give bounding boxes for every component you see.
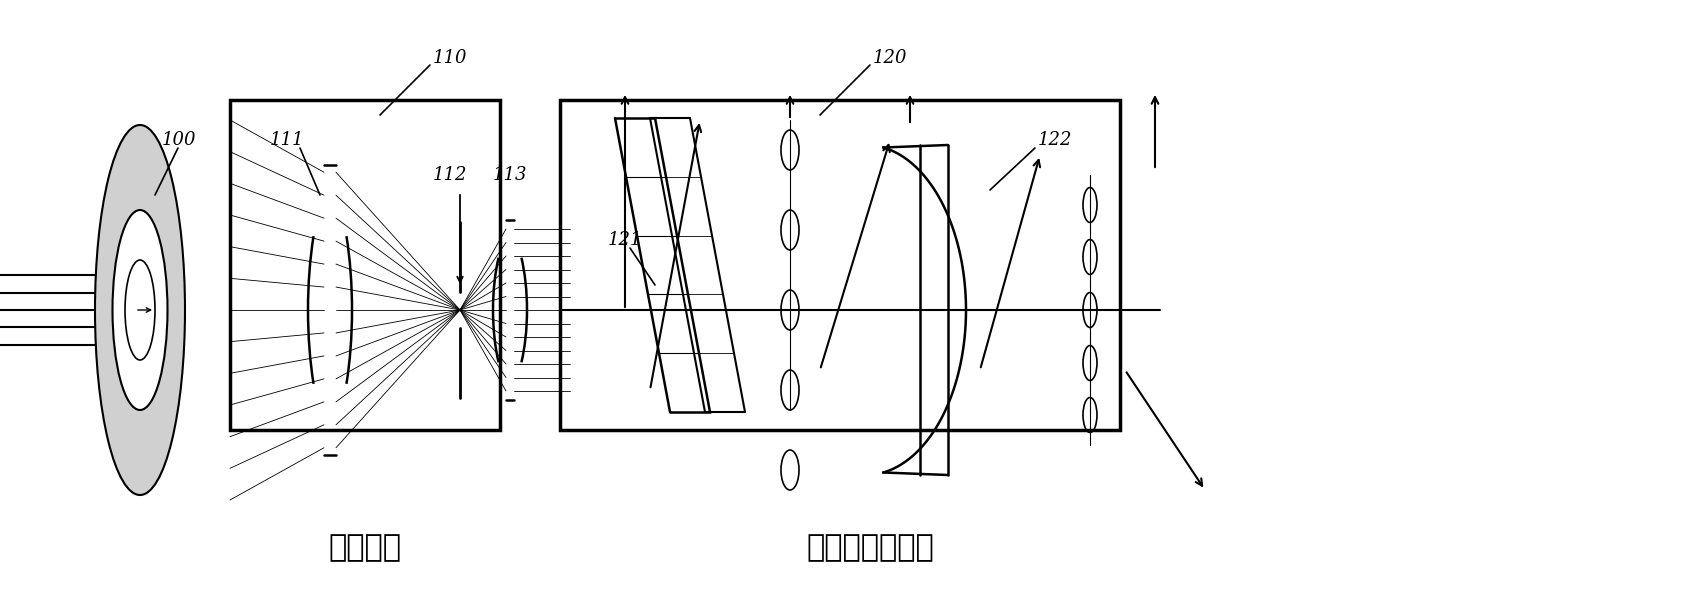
Text: 准直装置: 准直装置 <box>328 533 401 563</box>
Text: 120: 120 <box>872 49 908 67</box>
Text: 112: 112 <box>434 166 468 184</box>
Bar <box>230 100 500 430</box>
Text: 113: 113 <box>493 166 527 184</box>
Ellipse shape <box>96 125 184 495</box>
Text: 100: 100 <box>162 131 196 149</box>
Text: 122: 122 <box>1038 131 1072 149</box>
Bar <box>560 100 1120 430</box>
Ellipse shape <box>125 260 155 360</box>
Ellipse shape <box>113 210 167 410</box>
Text: 111: 111 <box>270 131 304 149</box>
Text: 110: 110 <box>434 49 468 67</box>
Text: 121: 121 <box>608 231 642 249</box>
Text: 线光束变换装置: 线光束变换装置 <box>806 533 934 563</box>
